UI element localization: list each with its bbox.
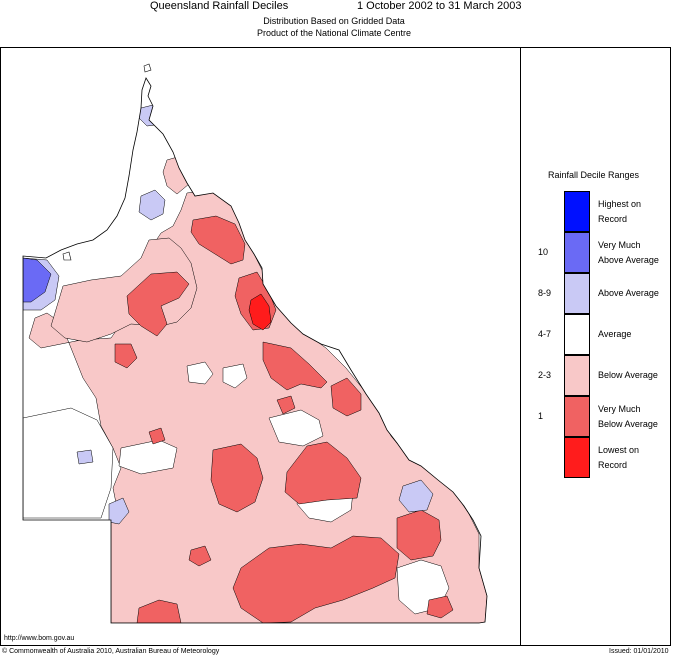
- region-average-central-north: [186, 361, 214, 385]
- region-very-much-below-west: [114, 343, 138, 369]
- region-very-much-above-west: [23, 257, 52, 303]
- legend-label-line: Below Average: [598, 419, 658, 429]
- region-very-much-below-southeast: [396, 509, 442, 561]
- region-above-average-east: [398, 479, 434, 513]
- legend-label-line: Record: [598, 214, 628, 224]
- map-frame: [0, 47, 671, 646]
- legend-decile-label: 10: [538, 247, 549, 257]
- legend-swatch: [564, 273, 590, 314]
- legend-swatch: [564, 396, 590, 437]
- region-very-much-below-east: [330, 377, 362, 417]
- island-west: [62, 251, 72, 261]
- island-north: [143, 63, 152, 73]
- region-above-average-peninsula: [138, 189, 166, 221]
- legend-swatch: [564, 437, 590, 478]
- region-average-east-central: [268, 409, 324, 447]
- footer-url[interactable]: http://www.bom.gov.au: [4, 635, 75, 642]
- legend-label: Very Much Below Average: [598, 402, 672, 432]
- region-very-much-below-south: [232, 535, 400, 623]
- footer-copyright: © Commonwealth of Australia 2010, Austra…: [2, 648, 220, 655]
- legend-label-line: Lowest on: [598, 445, 640, 455]
- legend-label-line: Above Average: [598, 255, 659, 265]
- legend-label: Above Average: [598, 288, 659, 298]
- map-subtitle-distribution: Distribution Based on Gridded Data: [263, 16, 405, 26]
- region-very-much-below-north-inland: [276, 395, 296, 415]
- legend-swatch: [564, 232, 590, 273]
- region-very-much-below-central-west: [148, 427, 166, 445]
- queensland-outline: [22, 77, 488, 624]
- queensland-rainfall-map: [22, 63, 488, 624]
- legend-label: Highest on Record: [598, 197, 672, 227]
- legend-divider: [520, 47, 521, 646]
- region-above-average-west-small: [76, 449, 94, 465]
- legend-label-line: Record: [598, 460, 628, 470]
- legend-label: Average: [598, 329, 632, 339]
- map-title: Queensland Rainfall Deciles: [150, 0, 289, 12]
- legend-label-line: Very Much: [598, 404, 641, 414]
- region-very-much-below-north: [190, 215, 246, 265]
- legend-swatch: [564, 191, 590, 232]
- region-very-much-below-far-southeast: [426, 595, 454, 619]
- legend-label-line: Very Much: [598, 240, 641, 250]
- legend-label: Lowest on Record: [598, 443, 672, 473]
- legend-swatch: [564, 355, 590, 396]
- region-very-much-below-northwest: [126, 271, 190, 337]
- map-subtitle-product: Product of the National Climate Centre: [256, 28, 412, 38]
- region-average-central-north-2: [222, 363, 248, 389]
- legend-label: Below Average: [598, 370, 658, 380]
- legend-swatch: [564, 314, 590, 355]
- legend-label: Very Much Above Average: [598, 238, 672, 268]
- region-average-west-south: [23, 407, 114, 519]
- region-very-much-below-central: [210, 443, 264, 513]
- legend-title: Rainfall Decile Ranges: [548, 170, 640, 180]
- region-very-much-below-southwest: [136, 599, 182, 623]
- region-very-much-below-south-west-2: [188, 545, 212, 567]
- legend-decile-label: 1: [538, 411, 544, 421]
- region-very-much-below-central-coast: [262, 341, 328, 391]
- legend-decile-label: 4-7: [538, 329, 552, 339]
- footer-issued-date: Issued: 01/01/2010: [609, 648, 669, 655]
- legend-decile-label: 2-3: [538, 370, 552, 380]
- region-above-average-southwest: [108, 497, 130, 525]
- legend-decile-label: 8-9: [538, 288, 552, 298]
- map-period: 1 October 2002 to 31 March 2003: [357, 0, 522, 12]
- legend-label-line: Highest on: [598, 199, 642, 209]
- region-lowest-on-record: [248, 293, 272, 331]
- region-very-much-below-south-central: [284, 441, 362, 505]
